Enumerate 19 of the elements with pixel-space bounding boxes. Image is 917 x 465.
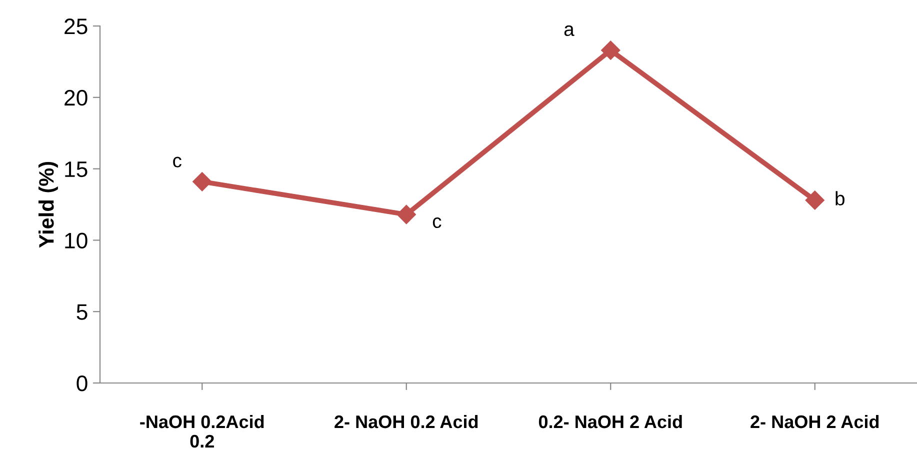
annotation: c	[432, 217, 442, 228]
point	[192, 172, 212, 192]
y-tick-label: 5	[76, 304, 88, 320]
y-tick-label: 0	[76, 376, 88, 392]
annotation: c	[173, 156, 182, 168]
y-axis-title: Yield (%)	[38, 162, 58, 248]
x-tick-label: 2- NaOH 2 Acid	[750, 414, 879, 428]
point	[805, 190, 824, 210]
y-tick-label: 25	[64, 18, 88, 34]
x-tick-label: 2- NaOH 0.2 Acid	[334, 414, 478, 428]
y-tick-label: 15	[65, 162, 88, 178]
x-tick-label: -NaOH 0.2Acid 0.2	[140, 414, 264, 448]
x-tick-label: 0.2- NaOH 2 Acid	[538, 414, 682, 428]
point	[396, 204, 416, 224]
annotation: b	[836, 191, 844, 206]
annotation: a	[564, 25, 574, 36]
y-tick-label: 10	[65, 232, 88, 248]
point	[601, 40, 620, 60]
y-tick-label: 20	[64, 90, 88, 106]
